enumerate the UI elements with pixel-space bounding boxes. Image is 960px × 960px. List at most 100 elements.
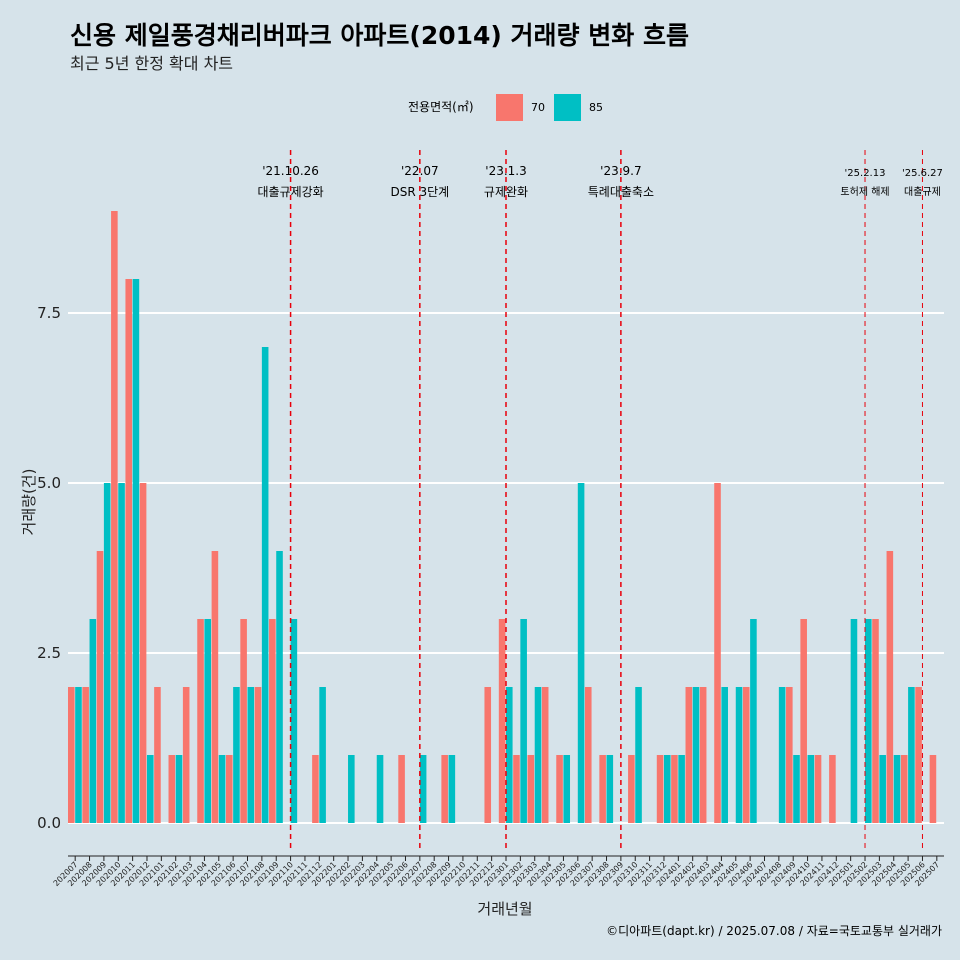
bar-202301-85 <box>506 687 513 823</box>
bar-202501-85 <box>850 619 858 823</box>
bar-202402-70 <box>685 687 693 823</box>
bar-202305-85 <box>563 755 571 823</box>
chart-subtitle: 최근 5년 한정 확대 차트 <box>70 54 233 73</box>
bar-202507-70 <box>929 755 937 823</box>
bar-202405-85 <box>735 687 743 823</box>
bar-202007-85 <box>75 687 82 823</box>
legend-title: 전용면적(㎡) <box>408 100 474 114</box>
bar-202206-70 <box>398 755 405 823</box>
bar-202012-85 <box>146 755 154 823</box>
bar-202401-85 <box>678 755 685 823</box>
event-date: '23.1.3 <box>485 164 526 178</box>
legend-swatch-85 <box>554 94 581 121</box>
event-label: 대출규제강화 <box>257 185 323 199</box>
bar-202109-70 <box>269 619 276 823</box>
bar-202202-85 <box>348 755 355 823</box>
bar-202105-70 <box>211 551 219 823</box>
bar-202102-85 <box>175 755 183 823</box>
bar-202303-70 <box>527 755 535 823</box>
legend: 전용면적(㎡) 70 85 <box>408 94 603 121</box>
bar-202412-70 <box>829 755 836 823</box>
bar-202207-85 <box>419 755 427 823</box>
bar-202007-70 <box>68 687 75 823</box>
bar-202505-85 <box>908 687 915 823</box>
bar-202409-85 <box>793 755 800 823</box>
legend-label-70: 70 <box>531 101 545 114</box>
bar-202410-70 <box>800 619 807 823</box>
bar-202112-85 <box>319 687 326 823</box>
legend-label-85: 85 <box>589 101 603 114</box>
event-date: '23.9.7 <box>600 164 641 178</box>
bar-202010-70 <box>111 211 118 823</box>
x-axis: 2020072020082020092020102020112020122021… <box>52 855 944 888</box>
bar-202404-70 <box>714 483 721 823</box>
bar-202306-85 <box>577 483 585 823</box>
bar-202410-85 <box>807 755 815 823</box>
bar-202406-70 <box>742 687 750 823</box>
bar-202502-85 <box>865 619 872 823</box>
event-date: '21.10.26 <box>262 164 319 178</box>
event-label: 토허제 해제 <box>840 185 889 198</box>
chart-title: 신용 제일풍경채리버파크 아파트(2014) 거래량 변화 흐름 <box>70 21 689 50</box>
bar-202110-85 <box>290 619 298 823</box>
bar-202505-70 <box>900 755 908 823</box>
bar-202503-85 <box>879 755 886 823</box>
bar-202408-85 <box>778 687 786 823</box>
bar-202009-85 <box>103 483 111 823</box>
bar-202101-70 <box>154 687 161 823</box>
bar-202008-70 <box>82 687 89 823</box>
event-label: 대출규제 <box>904 186 941 198</box>
bar-202504-70 <box>886 551 894 823</box>
bar-202105-85 <box>218 755 226 823</box>
bar-202112-70 <box>312 755 319 823</box>
bar-202307-70 <box>584 687 592 823</box>
bar-202103-70 <box>182 687 190 823</box>
bar-202310-85 <box>635 687 642 823</box>
event-label: DSR 3단계 <box>390 185 449 199</box>
bar-202209-85 <box>448 755 456 823</box>
bar-202107-85 <box>247 687 255 823</box>
bar-202011-85 <box>132 279 140 823</box>
x-axis-label: 거래년월 <box>477 900 532 918</box>
bar-202409-70 <box>786 687 793 823</box>
bar-202010-85 <box>118 483 125 823</box>
event-date: '22.07 <box>401 164 439 178</box>
bar-202204-85 <box>376 755 384 823</box>
bar-202303-85 <box>534 687 542 823</box>
y-tick-label: 7.5 <box>37 304 61 322</box>
legend-swatch-70 <box>496 94 523 121</box>
bar-202305-70 <box>556 755 563 823</box>
y-axis-label: 거래량(건) <box>20 469 38 536</box>
bar-202403-70 <box>699 687 707 823</box>
bar-202104-70 <box>197 619 204 823</box>
bar-202402-85 <box>692 687 700 823</box>
bar-202108-85 <box>261 347 269 823</box>
bar-202312-85 <box>663 755 671 823</box>
bar-202012-70 <box>139 483 147 823</box>
bar-202506-70 <box>915 687 922 823</box>
event-label: 특례대출축소 <box>588 185 654 199</box>
bar-202212-70 <box>484 687 492 823</box>
bar-202107-70 <box>240 619 247 823</box>
bar-202312-70 <box>656 755 664 823</box>
bar-202209-70 <box>441 755 448 823</box>
bar-202008-85 <box>89 619 97 823</box>
bar-202406-85 <box>750 619 757 823</box>
bar-202308-85 <box>606 755 614 823</box>
bar-202304-70 <box>541 687 549 823</box>
event-lines: '21.10.26 대출규제강화 '22.07 DSR 3단계 '23.1.3 규제완화 '… <box>257 150 943 848</box>
bar-202302-70 <box>513 755 520 823</box>
y-tick-label: 2.5 <box>37 644 61 662</box>
bar-202411-70 <box>814 755 822 823</box>
bar-202009-70 <box>96 551 104 823</box>
bar-202011-70 <box>125 279 133 823</box>
bar-202308-70 <box>599 755 606 823</box>
bar-202106-70 <box>225 755 233 823</box>
bar-202504-85 <box>893 755 901 823</box>
bar-202102-70 <box>168 755 176 823</box>
bar-202301-70 <box>498 619 506 823</box>
bars <box>68 211 937 823</box>
y-tick-label: 5.0 <box>37 474 61 492</box>
bar-202106-85 <box>233 687 240 823</box>
